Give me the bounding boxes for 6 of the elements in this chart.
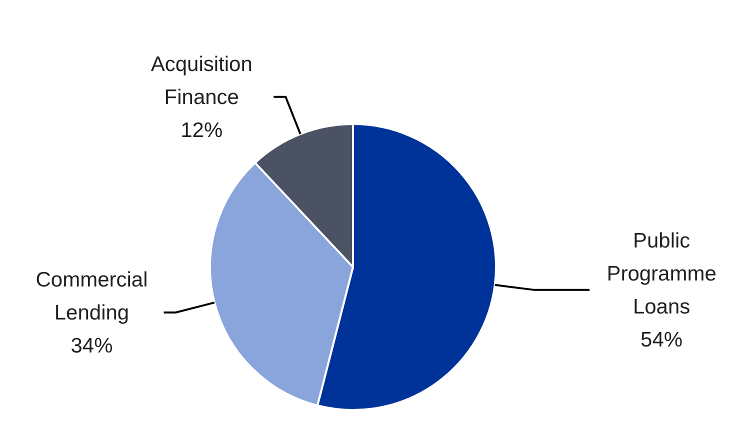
data-label: 34% <box>70 334 113 358</box>
slice-label: Public Programme Loans <box>606 229 716 318</box>
slice-label: Acquisition Finance <box>150 52 252 109</box>
slice-label: Commercial Lending <box>36 268 148 325</box>
data-label: 12% <box>180 118 223 142</box>
data-label: 54% <box>640 328 683 352</box>
